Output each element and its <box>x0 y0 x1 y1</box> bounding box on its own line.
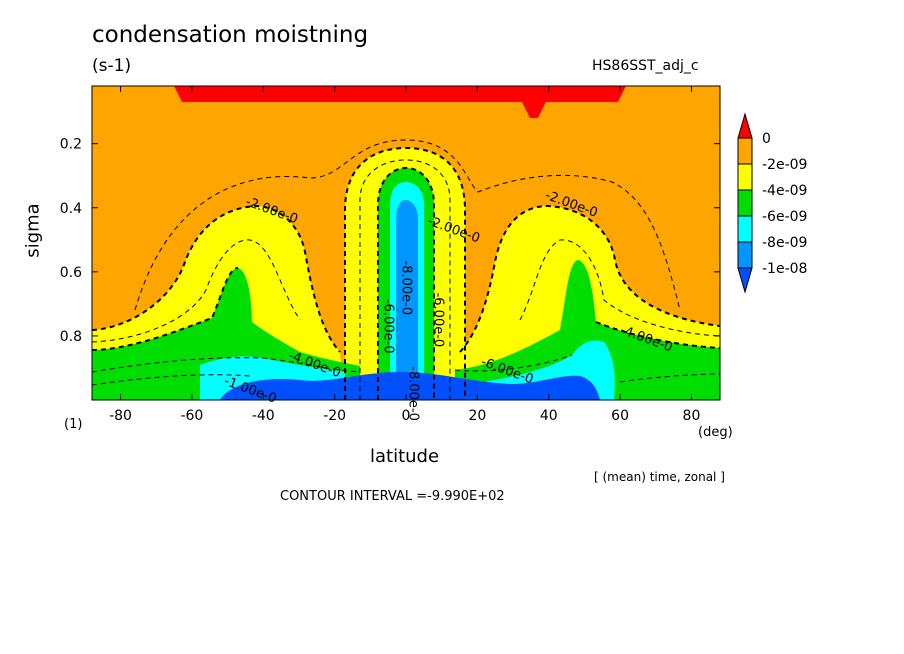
x-tick-label: 80 <box>683 408 701 424</box>
contour-label: -8.00e-0 <box>398 261 413 316</box>
x-axis-label: latitude <box>370 446 440 467</box>
chart-units: (s-1) <box>92 56 132 76</box>
contour-interval-note: CONTOUR INTERVAL =-9.990E+02 <box>280 489 505 504</box>
x-tick-label: -40 <box>252 408 275 424</box>
x-tick-label: 0 <box>402 408 411 424</box>
axis-index-label: (1) <box>64 417 83 432</box>
colorbar-segment <box>737 215 753 243</box>
y-tick-label: 0.2 <box>60 137 82 153</box>
filled-contours <box>92 86 720 400</box>
fill-level-blue-center <box>396 200 418 400</box>
x-axis: -80 -60 -40 -20 0 20 40 60 80 <box>109 86 700 424</box>
y-tick-label: 0.6 <box>60 265 82 281</box>
contour-label: -6.00e-0 <box>381 299 396 354</box>
x-tick-label: -80 <box>109 408 132 424</box>
x-tick-label: -20 <box>323 408 346 424</box>
colorbar-bottom-arrow <box>737 267 753 294</box>
colorbar-label: -8e-09 <box>762 235 807 251</box>
colorbar-label: -4e-09 <box>762 183 807 199</box>
colorbar-label: -1e-08 <box>762 261 807 277</box>
colorbar-segment <box>737 137 753 165</box>
x-tick-label: 20 <box>468 408 486 424</box>
aggregation-note: [ (mean) time, zonal ] <box>594 470 725 484</box>
contour-lines <box>92 139 720 400</box>
x-axis-units: (deg) <box>698 425 733 440</box>
fill-level-darkblue <box>220 372 600 400</box>
colorbar-label: -2e-09 <box>762 157 807 173</box>
colorbar-label: 0 <box>762 131 771 147</box>
y-tick-label: 0.4 <box>60 201 82 217</box>
colorbar: 0 -2e-09 -4e-09 -6e-09 -8e-09 -1e-08 <box>737 112 807 294</box>
x-tick-label: 60 <box>611 408 629 424</box>
colorbar-label: -6e-09 <box>762 209 807 225</box>
x-tick-label: 40 <box>540 408 558 424</box>
x-tick-label: -60 <box>180 408 203 424</box>
fill-level-green-right <box>455 260 720 400</box>
contour-label: -6.00e-0 <box>431 293 446 348</box>
dataset-name: HS86SST_adj_c <box>592 58 699 74</box>
colorbar-segment <box>737 163 753 191</box>
fill-level-red <box>174 86 626 118</box>
colorbar-top-arrow <box>737 112 753 139</box>
chart-title: condensation moistning <box>92 22 369 48</box>
y-axis: 0.2 0.4 0.6 0.8 <box>60 137 720 345</box>
contour-label: -8.00e-0 <box>406 366 421 421</box>
colorbar-segment <box>737 189 753 217</box>
colorbar-segment <box>737 241 753 269</box>
y-tick-label: 0.8 <box>60 329 82 345</box>
